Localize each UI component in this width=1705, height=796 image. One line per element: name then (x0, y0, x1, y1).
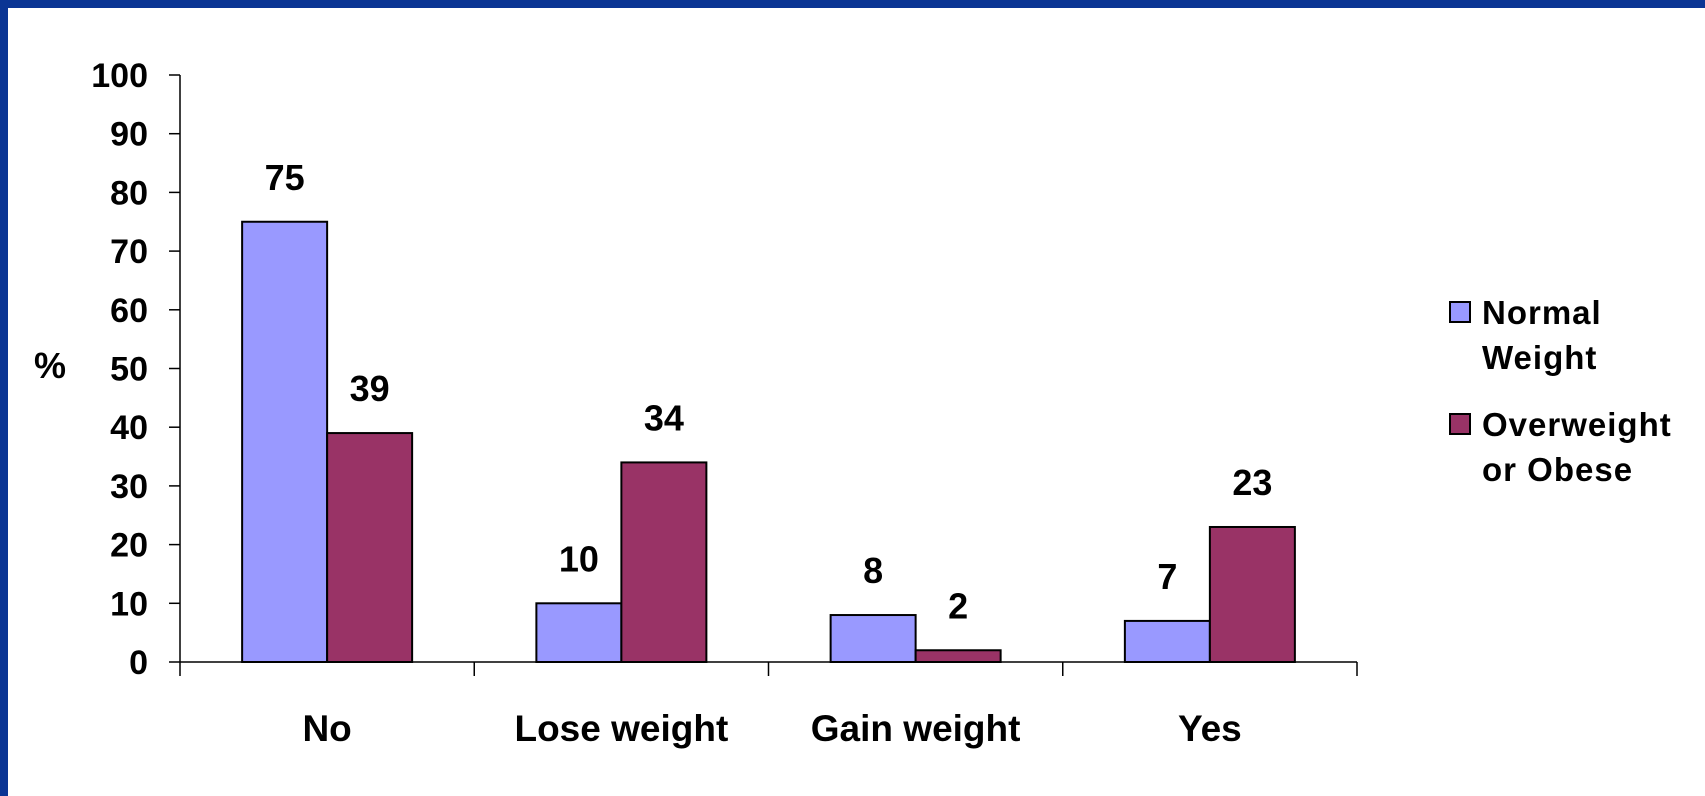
y-tick-label: 50 (110, 351, 148, 389)
legend-label: Weight (1482, 339, 1597, 376)
x-axis: No Lose weight Gain weight Yes (179, 661, 1358, 749)
legend-swatch (1449, 413, 1471, 435)
bar-value-label: 75 (265, 157, 305, 198)
bar-value-label: 39 (350, 368, 390, 409)
legend-swatch (1449, 301, 1471, 323)
y-tick-label: 40 (110, 409, 148, 447)
y-tick-label: 10 (110, 585, 148, 623)
bar (241, 220, 329, 663)
bar-value-label: 23 (1232, 462, 1272, 503)
bar (829, 614, 917, 663)
x-category-label: Gain weight (811, 708, 1021, 749)
bar-value-label: 34 (644, 397, 684, 438)
bar-value-label: 10 (559, 538, 599, 579)
legend-label: Normal (1482, 294, 1602, 331)
y-tick-label: 20 (110, 527, 148, 565)
y-tick-label: 30 (110, 468, 148, 506)
bar-value-label: 7 (1157, 556, 1177, 597)
bar-value-label: 2 (948, 585, 968, 626)
bar (1123, 619, 1211, 663)
y-tick-label: 60 (110, 292, 148, 330)
bar (326, 432, 414, 663)
y-axis: 0 10 20 30 40 50 60 70 80 90 100 (91, 57, 181, 682)
bar (620, 461, 708, 664)
bar (1208, 525, 1296, 663)
bar-value-label: 8 (863, 550, 883, 591)
bar (914, 649, 1002, 664)
y-tick-label: 0 (129, 644, 148, 682)
y-tick-label: 90 (110, 116, 148, 154)
bars (241, 220, 1296, 664)
data-labels: 75 39 10 34 8 2 7 23 (265, 157, 1273, 627)
y-tick-label: 100 (91, 57, 148, 95)
x-category-label: No (302, 708, 351, 749)
bar (535, 602, 623, 663)
legend-label: or Obese (1482, 451, 1633, 488)
legend-label: Overweight (1482, 406, 1672, 443)
legend: Normal Weight Overweight or Obese (1449, 294, 1672, 488)
x-category-label: Yes (1178, 708, 1242, 749)
y-tick-label: 70 (110, 233, 148, 271)
y-axis-label: % (34, 345, 66, 386)
y-tick-label: 80 (110, 174, 148, 212)
x-category-label: Lose weight (514, 708, 728, 749)
